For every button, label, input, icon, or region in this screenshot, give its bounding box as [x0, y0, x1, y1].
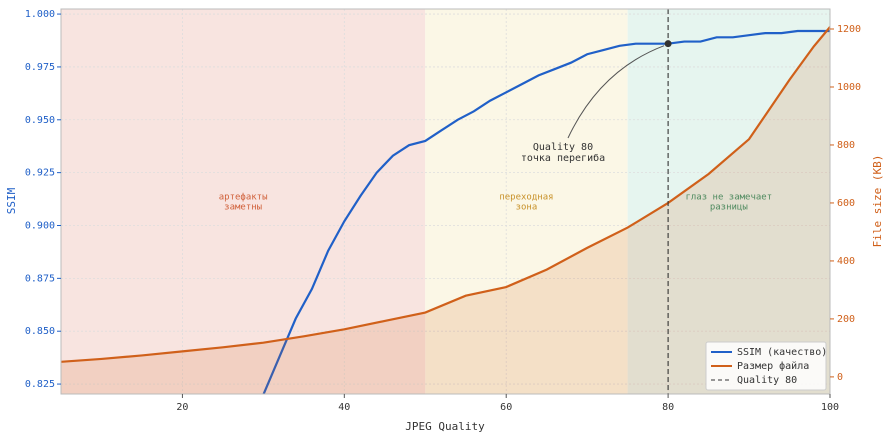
x-tick-label: 100 — [821, 402, 839, 413]
y-tick-label: 0.875 — [25, 273, 55, 284]
y2-tick-label: 800 — [837, 140, 855, 151]
y-tick-label: 0.950 — [25, 115, 55, 126]
y2-tick-label: 1000 — [837, 82, 861, 93]
region-label: переходная — [499, 193, 553, 203]
legend-box — [705, 341, 827, 391]
line — [61, 26, 830, 363]
y2-tick-label: 0 — [837, 372, 843, 383]
y2-tick-label: 1200 — [837, 24, 861, 35]
annotation-text: Quality 80 — [533, 142, 593, 153]
annotation-point — [664, 40, 672, 48]
y2-tick-label: 600 — [837, 198, 855, 209]
line — [262, 29, 830, 394]
region — [61, 9, 426, 394]
y2-axis-label: File size (KB) — [871, 155, 884, 248]
y-tick-label: 0.825 — [25, 379, 55, 390]
y-tick-label: 1.000 — [25, 9, 55, 20]
y2-tick-label: 200 — [837, 314, 855, 325]
region-label: заметны — [224, 203, 262, 213]
legend-label: SSIM (качество) — [737, 347, 827, 358]
plot-frame — [60, 8, 831, 395]
x-axis-label: JPEG Quality — [405, 420, 485, 433]
y-axis-label: SSIM — [5, 187, 18, 214]
annotation-arrow — [567, 45, 665, 139]
y-tick-label: 0.975 — [25, 62, 55, 73]
y-tick-label: 0.900 — [25, 220, 55, 231]
area — [61, 26, 830, 394]
plot-area — [61, 9, 830, 394]
region-label: артефакты — [219, 193, 268, 203]
x-tick-label: 20 — [176, 402, 188, 413]
x-tick-label: 40 — [338, 402, 350, 413]
region — [425, 9, 628, 394]
region-label: глаз не замечает — [685, 193, 772, 203]
legend-label: Размер файла — [737, 360, 809, 372]
y-tick-label: 0.850 — [25, 326, 55, 337]
y-tick-label: 0.925 — [25, 168, 55, 179]
annotation-text: точка перегиба — [521, 152, 605, 164]
x-tick-label: 80 — [662, 402, 674, 413]
region — [627, 9, 830, 394]
x-tick-label: 60 — [500, 402, 512, 413]
legend-label: Quality 80 — [737, 375, 797, 386]
region-label: зона — [516, 203, 538, 213]
region-label: разницы — [710, 203, 748, 213]
y2-tick-label: 400 — [837, 256, 855, 267]
